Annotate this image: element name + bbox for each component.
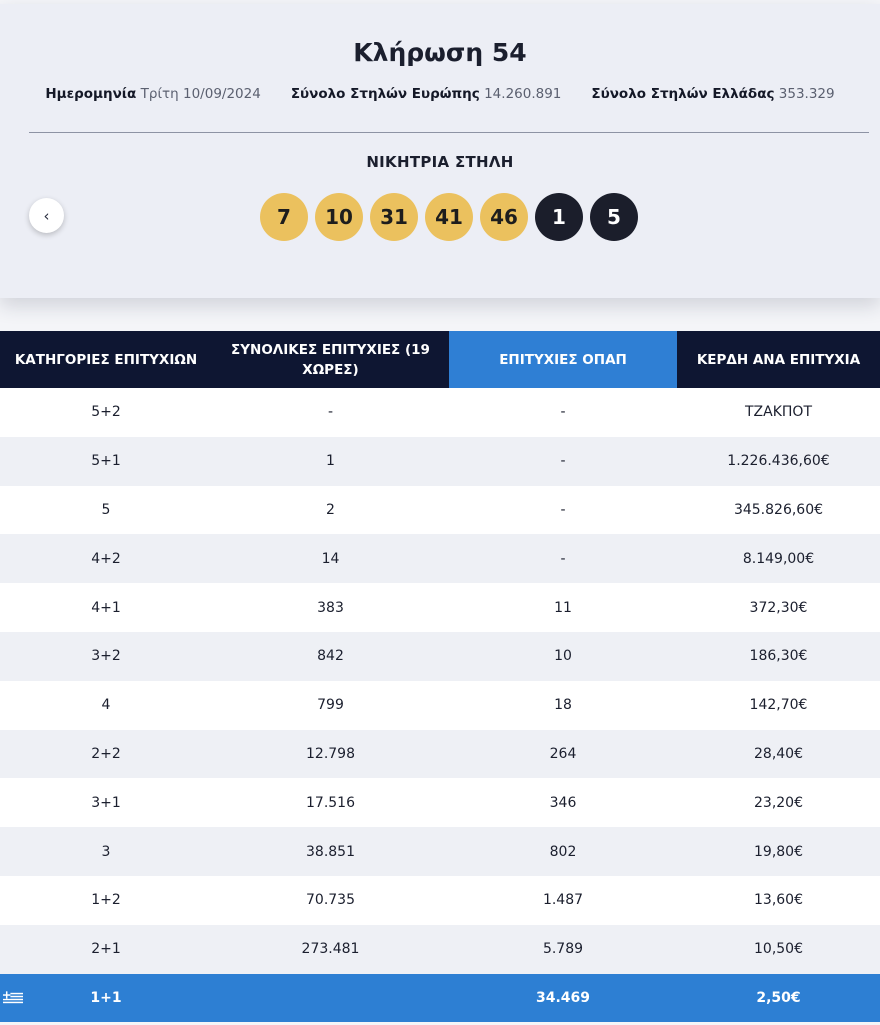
- category-cell: 5+1: [0, 436, 212, 486]
- prize-cell: ΤΖΑΚΠΟΤ: [677, 388, 880, 437]
- draw-title: Κλήρωση 54: [353, 38, 527, 67]
- number-ball: 31: [370, 193, 418, 241]
- total-wins-cell: -: [212, 388, 449, 437]
- prize-cell: 345.826,60€: [677, 485, 880, 535]
- category-cell: 4+2: [0, 534, 212, 584]
- category-cell: 3: [0, 827, 212, 876]
- opap-wins-cell: 346: [449, 778, 677, 828]
- header-categories: ΚΑΤΗΓΟΡΙΕΣ ΕΠΙΤΥΧΙΩΝ: [0, 331, 212, 388]
- star-ball: 1: [535, 193, 583, 241]
- prize-cell: 142,70€: [677, 680, 880, 730]
- total-wins-cell: 17.516: [212, 778, 449, 828]
- total-wins-cell: 383: [212, 583, 449, 632]
- previous-draw-button[interactable]: ‹: [29, 198, 64, 233]
- prize-cell: 1.226.436,60€: [677, 436, 880, 486]
- prize-cell: 8.149,00€: [677, 534, 880, 584]
- divider: [29, 132, 869, 133]
- number-ball: 7: [260, 193, 308, 241]
- table-header-row: ΚΑΤΗΓΟΡΙΕΣ ΕΠΙΤΥΧΙΩΝ ΣΥΝΟΛΙΚΕΣ ΕΠΙΤΥΧΙΕΣ…: [0, 331, 880, 388]
- opap-wins-cell: -: [449, 388, 677, 437]
- number-ball: 46: [480, 193, 528, 241]
- prize-cell: 13,60€: [677, 875, 880, 925]
- europe-total-label: Σύνολο Στηλών Ευρώπης: [290, 86, 480, 102]
- total-wins-cell: 2: [212, 485, 449, 535]
- greece-total-value: 353.329: [778, 86, 835, 102]
- draw-date: Ημερομηνία Τρίτη 10/09/2024: [45, 86, 260, 102]
- opap-wins-cell: 5.789: [449, 924, 677, 974]
- opap-wins-cell: 18: [449, 680, 677, 730]
- prize-table: ΚΑΤΗΓΟΡΙΕΣ ΕΠΙΤΥΧΙΩΝ ΣΥΝΟΛΙΚΕΣ ΕΠΙΤΥΧΙΕΣ…: [0, 331, 880, 1023]
- prize-cell: 372,30€: [677, 583, 880, 632]
- date-label: Ημερομηνία: [45, 86, 137, 102]
- opap-wins-cell: 11: [449, 583, 677, 632]
- opap-wins-cell: 264: [449, 729, 677, 779]
- greek-category-row: 1+1 34.469 2,50€: [0, 973, 880, 1023]
- category-cell: 2+1: [0, 924, 212, 974]
- category-label: 1+1: [90, 989, 122, 1006]
- table-row: 4+2 14 - 8.149,00€: [0, 534, 880, 584]
- table-row: 2+1 273.481 5.789 10,50€: [0, 924, 880, 974]
- europe-total-value: 14.260.891: [484, 86, 562, 102]
- total-wins-cell: 38.851: [212, 827, 449, 876]
- winning-numbers: 7 10 31 41 46 1 5: [260, 193, 638, 241]
- europe-total: Σύνολο Στηλών Ευρώπης 14.260.891: [291, 86, 562, 102]
- opap-wins-cell: 1.487: [449, 875, 677, 925]
- total-wins-cell: 70.735: [212, 875, 449, 925]
- header-total-wins: ΣΥΝΟΛΙΚΕΣ ΕΠΙΤΥΧΙΕΣ (19 ΧΩΡΕΣ): [212, 331, 449, 388]
- opap-wins-cell: 10: [449, 631, 677, 681]
- table-row: 2+2 12.798 264 28,40€: [0, 729, 880, 779]
- table-row: 3+1 17.516 346 23,20€: [0, 778, 880, 828]
- table-row: 5+1 1 - 1.226.436,60€: [0, 436, 880, 486]
- total-wins-cell: [212, 973, 449, 1023]
- greece-total-label: Σύνολο Στηλών Ελλάδας: [591, 86, 775, 102]
- date-value: Τρίτη 10/09/2024: [140, 86, 261, 102]
- opap-wins-cell: 34.469: [449, 973, 677, 1023]
- total-wins-cell: 14: [212, 534, 449, 584]
- category-cell: 5: [0, 485, 212, 535]
- draw-meta: Ημερομηνία Τρίτη 10/09/2024 Σύνολο Στηλώ…: [0, 86, 880, 102]
- greek-category-cell: 1+1: [0, 973, 212, 1023]
- prize-cell: 23,20€: [677, 778, 880, 828]
- table-row: 5+2 - - ΤΖΑΚΠΟΤ: [0, 388, 880, 437]
- table-row: 4+1 383 11 372,30€: [0, 583, 880, 632]
- star-ball: 5: [590, 193, 638, 241]
- prize-cell: 19,80€: [677, 827, 880, 876]
- header-prize: ΚΕΡΔΗ ΑΝΑ ΕΠΙΤΥΧΙΑ: [677, 331, 880, 388]
- winning-column-label: ΝΙΚΗΤΡΙΑ ΣΤΗΛΗ: [366, 153, 514, 171]
- table-row: 3+2 842 10 186,30€: [0, 631, 880, 681]
- prize-cell: 186,30€: [677, 631, 880, 681]
- opap-wins-cell: -: [449, 485, 677, 535]
- total-wins-cell: 842: [212, 631, 449, 681]
- draw-card: Κλήρωση 54 Ημερομηνία Τρίτη 10/09/2024 Σ…: [0, 4, 880, 298]
- table-row: 1+2 70.735 1.487 13,60€: [0, 875, 880, 925]
- header-opap-wins: ΕΠΙΤΥΧΙΕΣ ΟΠΑΠ: [449, 331, 677, 388]
- table-row: 3 38.851 802 19,80€: [0, 827, 880, 876]
- total-wins-cell: 273.481: [212, 924, 449, 974]
- total-wins-cell: 1: [212, 436, 449, 486]
- category-cell: 3+2: [0, 631, 212, 681]
- chevron-left-icon: ‹: [43, 206, 50, 225]
- number-ball: 10: [315, 193, 363, 241]
- category-cell: 1+2: [0, 875, 212, 925]
- total-wins-cell: 12.798: [212, 729, 449, 779]
- prize-cell: 10,50€: [677, 924, 880, 974]
- category-cell: 2+2: [0, 729, 212, 779]
- category-cell: 4+1: [0, 583, 212, 632]
- category-cell: 3+1: [0, 778, 212, 828]
- opap-wins-cell: -: [449, 436, 677, 486]
- total-wins-cell: 799: [212, 680, 449, 730]
- opap-wins-cell: -: [449, 534, 677, 584]
- category-cell: 4: [0, 680, 212, 730]
- category-cell: 5+2: [0, 388, 212, 437]
- table-row: 4 799 18 142,70€: [0, 680, 880, 730]
- greece-total: Σύνολο Στηλών Ελλάδας 353.329: [591, 86, 834, 102]
- prize-cell: 2,50€: [677, 973, 880, 1023]
- table-row: 5 2 - 345.826,60€: [0, 485, 880, 535]
- prize-cell: 28,40€: [677, 729, 880, 779]
- number-ball: 41: [425, 193, 473, 241]
- greek-flag-icon: [3, 991, 23, 1005]
- opap-wins-cell: 802: [449, 827, 677, 876]
